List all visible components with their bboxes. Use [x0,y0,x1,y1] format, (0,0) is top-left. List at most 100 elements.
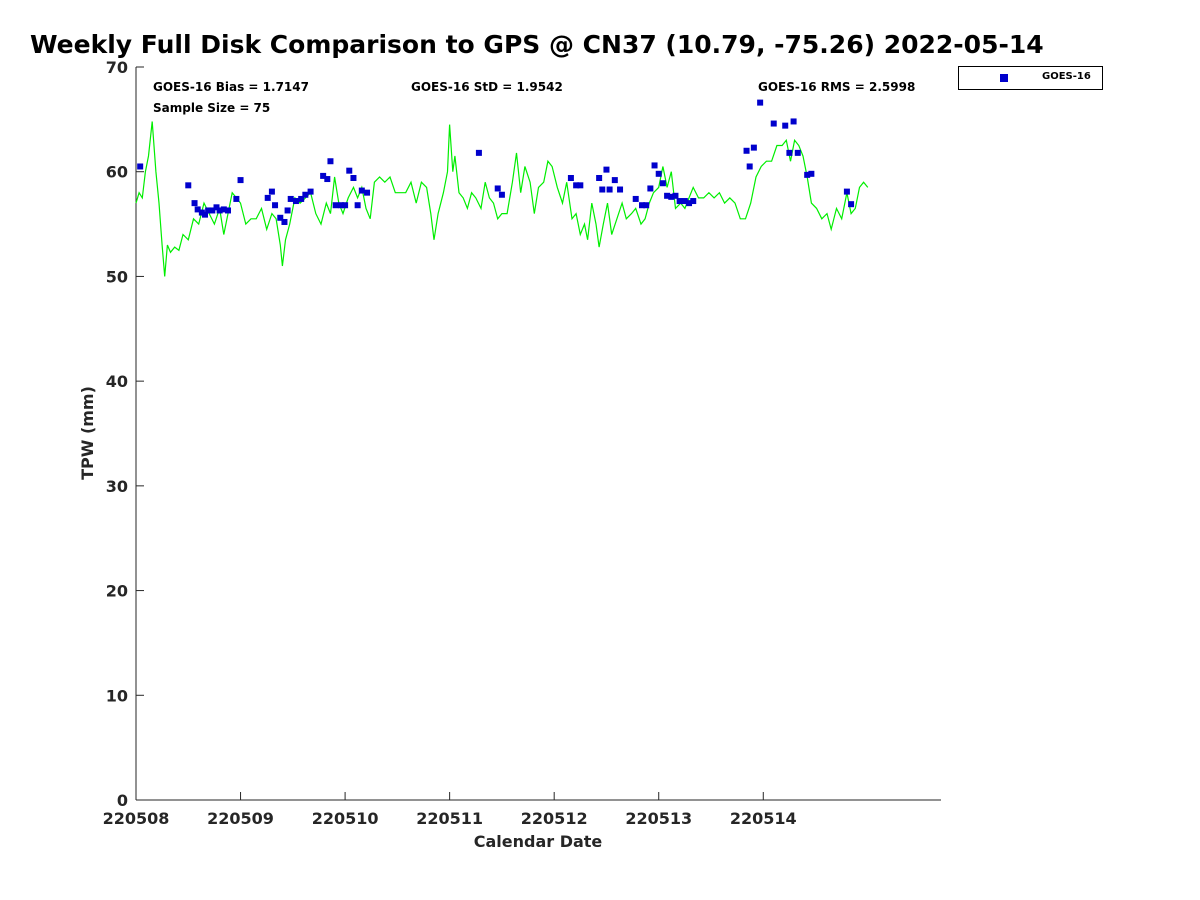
goes16-point [364,189,371,196]
goes16-point [209,207,216,214]
goes16-point [808,170,815,177]
gps-tpw-line [135,121,869,277]
goes16-point [332,202,339,209]
y-tick-label: 20 [106,582,128,601]
y-tick-label: 30 [106,477,128,496]
y-tick-label: 70 [106,58,128,77]
goes16-point [213,204,220,211]
goes16-point [599,186,606,193]
goes16-point [350,174,357,181]
axes [135,67,941,801]
goes16-point [790,118,797,125]
goes16-point [690,198,697,205]
goes16-point [603,166,610,173]
goes16-point [567,174,574,181]
goes16-point [205,207,212,214]
goes16-point [632,195,639,202]
y-tick-label: 40 [106,372,128,391]
goes16-point [287,195,294,202]
goes16-point [475,149,482,156]
goes16-point [298,195,305,202]
goes16-point [611,177,618,184]
goes16-point [617,186,624,193]
chart-title: Weekly Full Disk Comparison to GPS @ CN3… [30,30,1044,59]
goes16-point [643,202,650,209]
goes16-point [277,214,284,221]
goes16-point [494,185,501,192]
y-tick-label: 60 [106,163,128,182]
goes16-point [342,202,349,209]
x-tick-label: 220509 [207,809,274,828]
goes16-point [354,202,361,209]
goes16-point [651,162,658,169]
goes16-point [358,187,365,194]
goes16-point [327,158,334,165]
goes16-point [686,200,693,207]
goes16-point [292,198,299,205]
goes16-point [746,163,753,170]
legend: GOES-16 [958,66,1103,90]
goes16-point [639,202,645,209]
y-axis-title: TPW (mm) [78,386,97,480]
x-axis-title: Calendar Date [474,832,603,851]
goes16-point [216,207,223,214]
x-axis-ticks: 220508 220509 220510 220511 220512 220513 2205… [103,792,797,828]
x-tick-label: 220511 [416,809,483,828]
goes16-point [672,192,679,199]
y-axis-ticks: 0 10 20 30 40 50 60 70 [106,58,144,810]
goes16-point [573,182,580,189]
goes16-point [655,170,662,177]
goes16-point [324,176,331,183]
goes16-point [284,207,291,214]
goes16-point [281,218,288,225]
goes16-point [346,167,353,174]
goes16-point [194,206,201,213]
goes16-point [577,182,584,189]
goes16-point [681,198,688,205]
goes16-point [307,188,314,195]
x-tick-label: 220512 [521,809,588,828]
goes16-point [750,144,757,151]
x-tick-label: 220508 [103,809,170,828]
goes16-point [794,149,801,156]
goes16-point [743,147,750,154]
goes16-point [202,211,208,218]
goes16-point [137,163,144,170]
goes16-point [782,122,789,129]
legend-square-marker [1000,74,1008,82]
goes16-point [220,206,227,213]
goes16-point [320,172,327,179]
y-tick-label: 10 [106,686,128,705]
stat-bias: GOES-16 Bias = 1.7147 [153,80,309,94]
goes16-points-layer [137,99,855,225]
stat-sample-size: Sample Size = 75 [153,101,271,115]
goes16-point [225,207,231,214]
goes16-point [668,193,675,200]
goes16-point [272,202,279,209]
goes16-point [596,174,603,181]
goes16-point [804,171,811,178]
gps-line-layer [135,121,869,277]
goes16-point [664,192,671,199]
legend-label: GOES-16 [1042,71,1091,82]
goes16-point [498,191,505,198]
x-tick-label: 220513 [625,809,692,828]
y-tick-label: 50 [106,267,128,286]
goes16-point [268,188,275,195]
goes16-point [848,201,855,208]
stat-std: GOES-16 StD = 1.9542 [411,80,563,94]
stat-rms: GOES-16 RMS = 2.5998 [758,80,916,94]
goes16-point [757,99,764,106]
goes16-point [185,182,192,189]
goes16-point [659,180,666,187]
goes16-point [191,200,198,207]
goes16-point [302,191,309,198]
goes16-point [843,188,850,195]
goes16-point [770,120,777,127]
x-tick-label: 220514 [730,809,797,828]
goes16-point [786,149,793,156]
goes16-point [337,202,344,209]
goes16-point [233,195,240,202]
goes16-point [264,194,271,201]
